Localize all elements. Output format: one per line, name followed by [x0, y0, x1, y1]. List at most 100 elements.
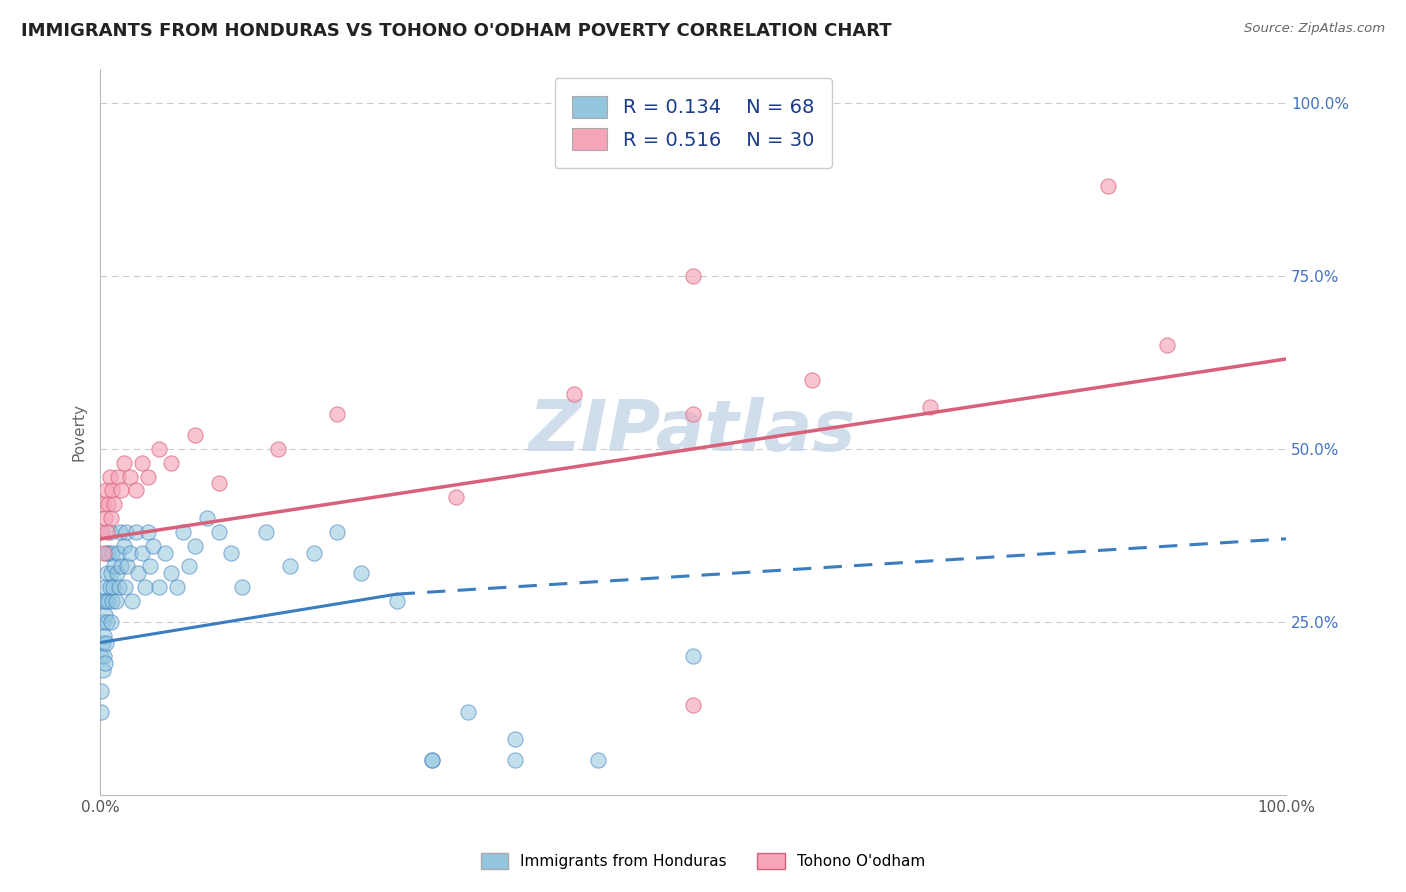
- Point: [101, 580, 124, 594]
- Point: [90, 649, 112, 664]
- Point: [93, 629, 115, 643]
- Point: [97, 594, 120, 608]
- Point: [254, 524, 277, 539]
- Text: ZIPatlas: ZIPatlas: [529, 397, 856, 467]
- Point: [108, 580, 131, 594]
- Point: [177, 559, 200, 574]
- Point: [682, 407, 704, 421]
- Point: [94, 511, 117, 525]
- Legend: Immigrants from Honduras, Tohono O'odham: Immigrants from Honduras, Tohono O'odham: [474, 847, 932, 875]
- Point: [420, 753, 443, 767]
- Point: [564, 386, 586, 401]
- Point: [139, 559, 162, 574]
- Point: [155, 546, 177, 560]
- Point: [219, 546, 242, 560]
- Point: [586, 753, 609, 767]
- Point: [94, 607, 117, 622]
- Point: [121, 594, 143, 608]
- Point: [103, 497, 125, 511]
- Point: [98, 580, 121, 594]
- Text: IMMIGRANTS FROM HONDURAS VS TOHONO O'ODHAM POVERTY CORRELATION CHART: IMMIGRANTS FROM HONDURAS VS TOHONO O'ODH…: [21, 22, 891, 40]
- Point: [94, 657, 117, 671]
- Point: [1156, 338, 1178, 352]
- Point: [98, 469, 121, 483]
- Point: [195, 511, 218, 525]
- Point: [98, 524, 121, 539]
- Point: [94, 635, 117, 649]
- Point: [97, 546, 120, 560]
- Point: [117, 559, 139, 574]
- Point: [101, 546, 124, 560]
- Point: [800, 373, 823, 387]
- Point: [110, 524, 132, 539]
- Point: [127, 566, 149, 581]
- Point: [93, 649, 115, 664]
- Legend: R = 0.134    N = 68, R = 0.516    N = 30: R = 0.134 N = 68, R = 0.516 N = 30: [554, 78, 831, 168]
- Point: [136, 469, 159, 483]
- Point: [208, 524, 231, 539]
- Point: [134, 580, 156, 594]
- Point: [115, 524, 138, 539]
- Point: [104, 594, 127, 608]
- Point: [90, 705, 112, 719]
- Y-axis label: Poverty: Poverty: [72, 402, 86, 460]
- Point: [184, 539, 207, 553]
- Point: [100, 511, 122, 525]
- Point: [94, 483, 117, 498]
- Text: Source: ZipAtlas.com: Source: ZipAtlas.com: [1244, 22, 1385, 36]
- Point: [91, 497, 114, 511]
- Point: [107, 546, 129, 560]
- Point: [110, 483, 132, 498]
- Point: [93, 546, 115, 560]
- Point: [385, 594, 408, 608]
- Point: [131, 546, 153, 560]
- Point: [110, 559, 132, 574]
- Point: [503, 732, 526, 747]
- Point: [142, 539, 165, 553]
- Point: [350, 566, 373, 581]
- Point: [103, 559, 125, 574]
- Point: [112, 539, 135, 553]
- Point: [166, 580, 188, 594]
- Point: [148, 442, 170, 456]
- Point: [101, 594, 124, 608]
- Point: [96, 566, 118, 581]
- Point: [91, 635, 114, 649]
- Point: [131, 456, 153, 470]
- Point: [682, 268, 704, 283]
- Point: [184, 428, 207, 442]
- Point: [457, 705, 479, 719]
- Point: [231, 580, 253, 594]
- Point: [503, 753, 526, 767]
- Point: [444, 491, 467, 505]
- Point: [90, 684, 112, 698]
- Point: [101, 483, 124, 498]
- Point: [125, 483, 148, 498]
- Point: [682, 649, 704, 664]
- Point: [112, 456, 135, 470]
- Point: [94, 594, 117, 608]
- Point: [118, 469, 141, 483]
- Point: [326, 407, 349, 421]
- Point: [105, 566, 128, 581]
- Point: [682, 698, 704, 712]
- Point: [302, 546, 325, 560]
- Point: [94, 546, 117, 560]
- Point: [172, 524, 194, 539]
- Point: [93, 594, 115, 608]
- Point: [267, 442, 290, 456]
- Point: [107, 469, 129, 483]
- Point: [278, 559, 301, 574]
- Point: [208, 476, 231, 491]
- Point: [160, 456, 183, 470]
- Point: [118, 546, 141, 560]
- Point: [920, 401, 942, 415]
- Point: [91, 615, 114, 629]
- Point: [94, 580, 117, 594]
- Point: [96, 524, 118, 539]
- Point: [420, 753, 443, 767]
- Point: [100, 566, 122, 581]
- Point: [326, 524, 349, 539]
- Point: [114, 580, 136, 594]
- Point: [90, 524, 112, 539]
